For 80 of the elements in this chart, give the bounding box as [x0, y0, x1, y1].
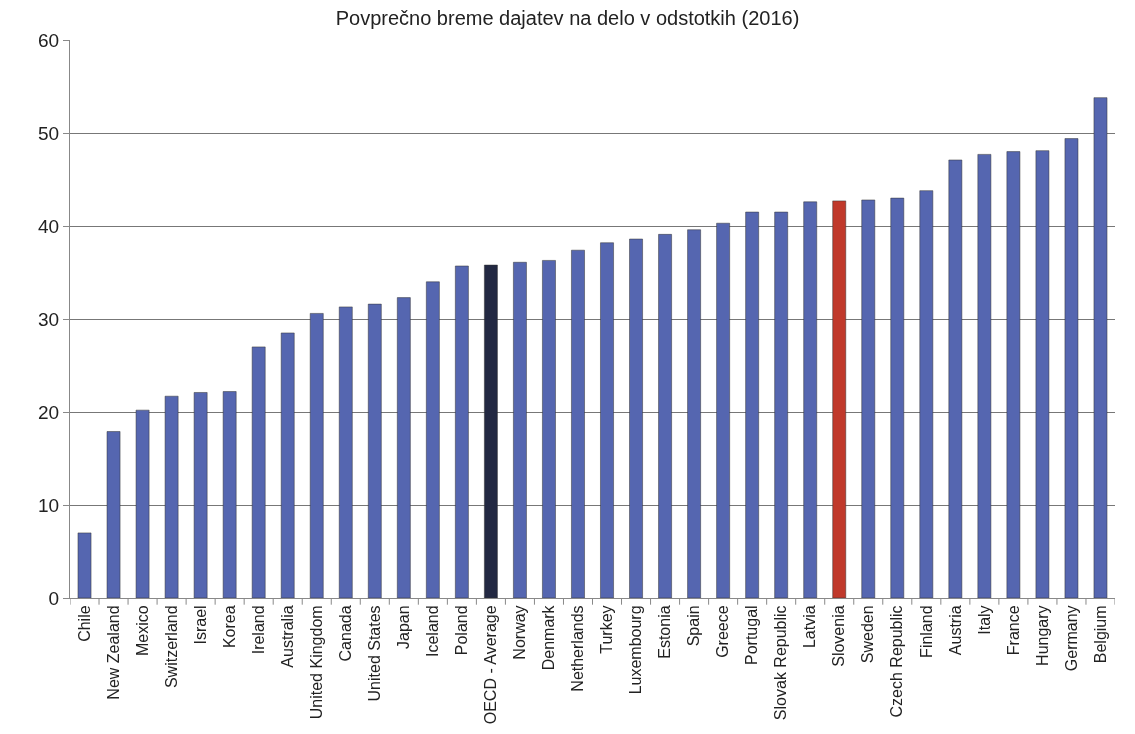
bar	[774, 211, 788, 598]
chart-title: Povprečno breme dajatev na delo v odstotkih (2016)	[335, 7, 800, 30]
x-tick-label: Greece	[714, 605, 732, 658]
x-tick-label: France	[1004, 605, 1022, 656]
bar	[571, 249, 585, 598]
x-tick-label: Austria	[946, 605, 964, 656]
bar	[193, 392, 208, 598]
x-tick-label: Portugal	[743, 605, 761, 665]
bar	[1093, 97, 1108, 598]
x-tick-label: Denmark	[540, 604, 558, 671]
bar	[803, 201, 817, 598]
x-tick-label: Canada	[336, 605, 354, 662]
x-tick-label: OECD - Average	[482, 605, 500, 725]
x-tick-label: Spain	[685, 605, 703, 647]
x-tick-label: Sweden	[859, 605, 877, 664]
x-tick-label: Mexico	[133, 605, 151, 657]
x-tick-label: Japan	[395, 605, 413, 649]
bar	[309, 313, 324, 598]
bar	[77, 532, 92, 598]
bar	[280, 332, 295, 598]
bar	[716, 222, 730, 598]
x-tick-label: Norway	[511, 605, 529, 660]
bar	[948, 159, 963, 598]
x-tick-label: Slovenia	[830, 605, 848, 667]
bar	[1006, 151, 1021, 598]
x-tick-label: Netherlands	[569, 605, 587, 692]
bar	[1064, 138, 1079, 598]
x-tick-label: New Zealand	[104, 605, 122, 700]
bar	[397, 297, 411, 598]
bar	[251, 346, 266, 598]
x-tick-label: Chile	[75, 605, 93, 642]
bar	[658, 234, 672, 598]
bar	[455, 265, 469, 598]
y-tick-label: 50	[38, 122, 60, 144]
bar	[977, 154, 992, 598]
bar	[687, 229, 701, 598]
bar	[542, 260, 556, 598]
y-tick-label: 40	[38, 215, 60, 237]
bar	[629, 238, 643, 598]
y-tick-label: 60	[38, 29, 60, 51]
x-tick-label: Italy	[975, 605, 993, 635]
x-tick-label: Czech Republic	[888, 605, 906, 718]
x-tick-label: United Kingdom	[307, 605, 325, 720]
x-tick-label: Estonia	[656, 605, 674, 659]
x-tick-label: Poland	[453, 605, 471, 656]
bar	[426, 281, 440, 598]
bar	[484, 264, 498, 598]
bar	[919, 190, 934, 598]
x-tick-label: Korea	[220, 605, 238, 649]
bar	[164, 395, 179, 598]
x-tick-label: United States	[365, 605, 383, 702]
x-tick-label: Belgium	[1091, 605, 1109, 664]
x-tick-label: Germany	[1062, 605, 1080, 672]
x-tick-label: Ireland	[249, 605, 267, 655]
bar	[600, 242, 614, 598]
bar	[832, 200, 847, 598]
y-tick-label: 20	[38, 401, 60, 423]
bar	[135, 409, 150, 598]
x-tick-label: Luxembourg	[627, 605, 645, 695]
y-tick-label: 10	[38, 494, 60, 516]
bar	[1035, 150, 1050, 598]
bar	[106, 431, 121, 598]
x-tick-label: Australia	[278, 605, 296, 668]
y-tick-label: 0	[48, 587, 60, 609]
bar	[745, 211, 759, 598]
bar	[368, 303, 382, 598]
bar	[513, 262, 527, 598]
y-tick-label: 30	[38, 308, 60, 330]
x-tick-label: Finland	[917, 605, 935, 658]
bar	[861, 199, 876, 598]
bar	[890, 197, 905, 598]
x-tick-label: Slovak Republic	[772, 605, 790, 721]
x-tick-label: Latvia	[801, 605, 819, 649]
x-tick-label: Hungary	[1033, 605, 1051, 666]
x-tick-label: Iceland	[424, 605, 442, 657]
x-tick-label: Israel	[191, 605, 209, 645]
x-tick-label: Turkey	[598, 605, 616, 654]
bar	[338, 306, 353, 598]
bar	[222, 391, 237, 598]
x-tick-label: Switzerland	[162, 605, 180, 689]
